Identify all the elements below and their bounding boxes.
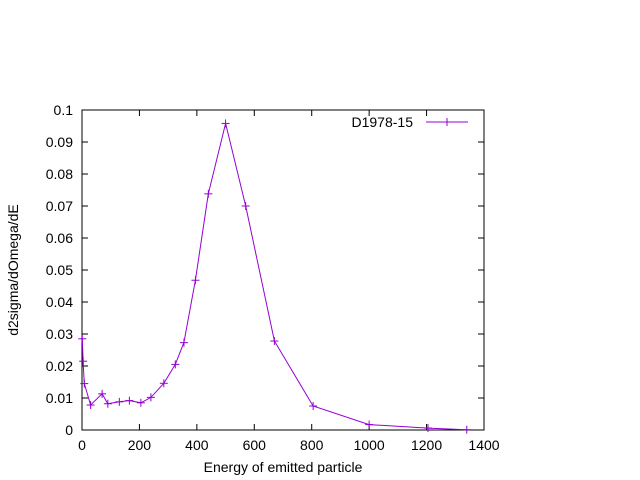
x-tick-label: 1000 xyxy=(354,437,385,453)
data-point xyxy=(125,396,134,405)
data-point xyxy=(270,337,279,346)
y-tick-label: 0.07 xyxy=(46,198,73,214)
data-point xyxy=(204,189,213,198)
data-point xyxy=(241,202,250,210)
data-point xyxy=(146,393,155,402)
data-point xyxy=(179,338,188,347)
data-point xyxy=(136,398,145,407)
data-point xyxy=(221,119,230,128)
data-point xyxy=(79,357,88,366)
y-tick-label: 0.01 xyxy=(46,390,73,406)
data-point xyxy=(98,389,107,398)
x-tick-label: 1200 xyxy=(411,437,442,453)
data-point xyxy=(424,424,433,433)
data-point xyxy=(78,334,87,343)
data-point xyxy=(159,379,168,388)
x-tick-label: 200 xyxy=(128,437,152,453)
data-point xyxy=(309,402,318,410)
data-point xyxy=(86,401,95,410)
data-point xyxy=(171,360,180,369)
y-tick-label: 0 xyxy=(65,422,73,438)
y-tick-label: 0.02 xyxy=(46,358,73,374)
data-point xyxy=(365,420,374,429)
plot-area-frame xyxy=(81,109,485,431)
x-axis-label: Energy of emitted particle xyxy=(204,459,363,475)
legend-label: D1978-15 xyxy=(352,114,414,130)
y-tick-label: 0.08 xyxy=(46,166,73,182)
y-tick-label: 0.06 xyxy=(46,230,73,246)
series-layer xyxy=(78,119,471,434)
data-point xyxy=(462,425,471,434)
data-point xyxy=(115,397,124,406)
y-tick-label: 0.09 xyxy=(46,134,73,150)
y-tick-label: 0.05 xyxy=(46,262,73,278)
x-tick-label: 400 xyxy=(185,437,209,453)
data-point xyxy=(103,399,112,408)
x-tick-label: 1400 xyxy=(468,437,499,453)
y-axis-label: d2sigma/dOmega/dE xyxy=(5,204,21,336)
x-tick-label: 0 xyxy=(78,437,86,453)
series-line xyxy=(81,123,467,431)
x-axis-ticks: 0 200 400 600 800 1000 1200 1400 xyxy=(78,110,500,453)
x-tick-label: 800 xyxy=(300,437,324,453)
y-tick-label: 0.1 xyxy=(54,102,74,118)
data-point xyxy=(80,379,89,388)
x-tick-label: 600 xyxy=(243,437,267,453)
y-tick-label: 0.03 xyxy=(46,326,73,342)
legend-plus-marker xyxy=(443,118,451,126)
y-axis-ticks: 0 0.01 0.02 0.03 0.04 0.05 0.06 0.07 0.08 0.09 0.1 xyxy=(46,102,484,438)
legend-marker xyxy=(443,118,451,126)
data-point xyxy=(191,276,200,285)
legend: D1978-15 xyxy=(352,114,468,130)
y-tick-label: 0.04 xyxy=(46,294,73,310)
